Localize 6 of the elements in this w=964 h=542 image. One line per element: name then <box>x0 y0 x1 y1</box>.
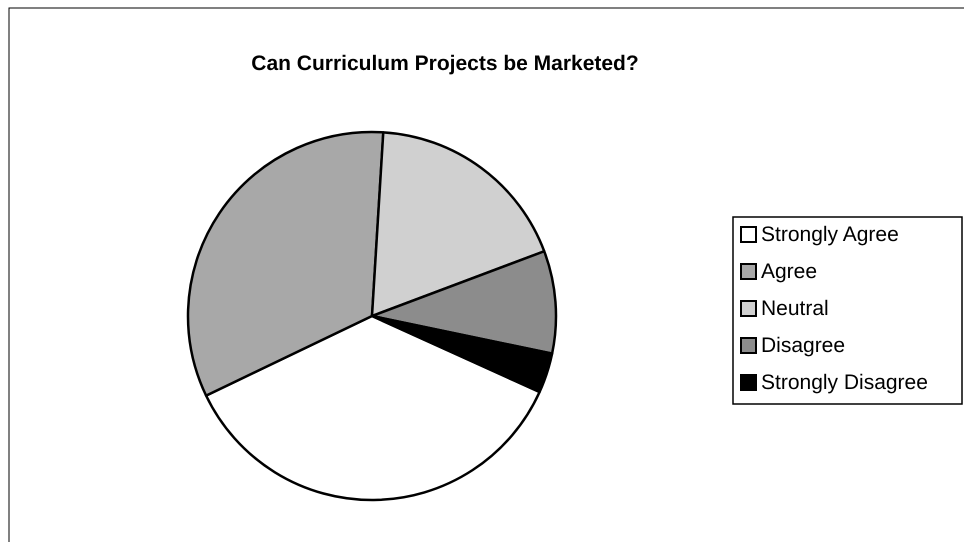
legend-label: Strongly Agree <box>761 223 899 246</box>
legend-label: Agree <box>761 260 818 283</box>
legend-label: Strongly Disagree <box>761 371 928 394</box>
legend-label: Neutral <box>761 297 829 320</box>
legend-label: Disagree <box>761 334 846 357</box>
chart-title: Can Curriculum Projects be Marketed? <box>251 52 639 75</box>
